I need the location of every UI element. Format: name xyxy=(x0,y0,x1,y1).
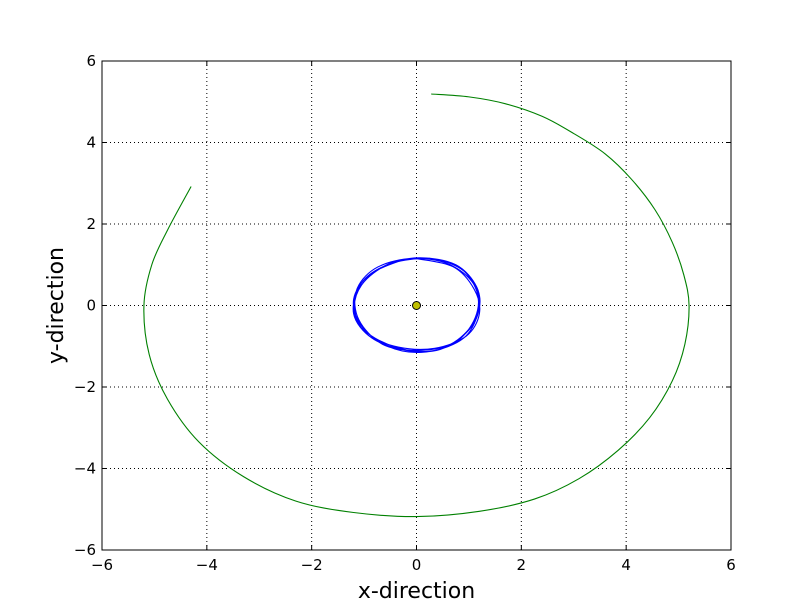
center-point xyxy=(412,301,421,310)
x-tick-label: −4 xyxy=(196,556,218,574)
tick-labels: −6 −4 −2 0 2 4 6 −6 −4 −2 0 2 4 6 xyxy=(74,52,736,574)
y-tick-label: −4 xyxy=(74,460,96,478)
x-tick-label: 0 xyxy=(412,556,422,574)
series-lines xyxy=(143,93,690,518)
y-tick-label: 6 xyxy=(86,52,96,70)
y-tick-label: 2 xyxy=(86,215,96,233)
x-tick-label: 4 xyxy=(621,556,631,574)
series-line-1 xyxy=(143,93,690,518)
y-tick-label: 0 xyxy=(86,297,96,315)
x-tick-label: 2 xyxy=(517,556,527,574)
axis-ticks xyxy=(101,60,732,551)
series-line-2 xyxy=(352,257,481,354)
y-tick-label: 4 xyxy=(86,134,96,152)
x-tick-label: 6 xyxy=(726,556,736,574)
center-marker xyxy=(412,301,421,310)
x-axis-title: x-direction xyxy=(358,579,475,604)
x-tick-label: −6 xyxy=(91,556,113,574)
y-axis-title: y-direction xyxy=(44,247,69,364)
y-tick-label: −2 xyxy=(74,378,96,396)
y-tick-label: −6 xyxy=(74,541,96,559)
x-tick-label: −2 xyxy=(301,556,323,574)
